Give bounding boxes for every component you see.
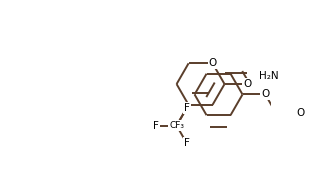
Text: O: O <box>243 79 251 89</box>
Text: H₂N: H₂N <box>259 71 278 81</box>
Text: F: F <box>184 138 190 148</box>
Text: O: O <box>208 58 217 68</box>
Text: O: O <box>296 108 304 118</box>
Text: F: F <box>153 121 159 131</box>
Text: CF₃: CF₃ <box>169 121 184 130</box>
Text: O: O <box>261 89 270 99</box>
Text: F: F <box>184 103 190 113</box>
